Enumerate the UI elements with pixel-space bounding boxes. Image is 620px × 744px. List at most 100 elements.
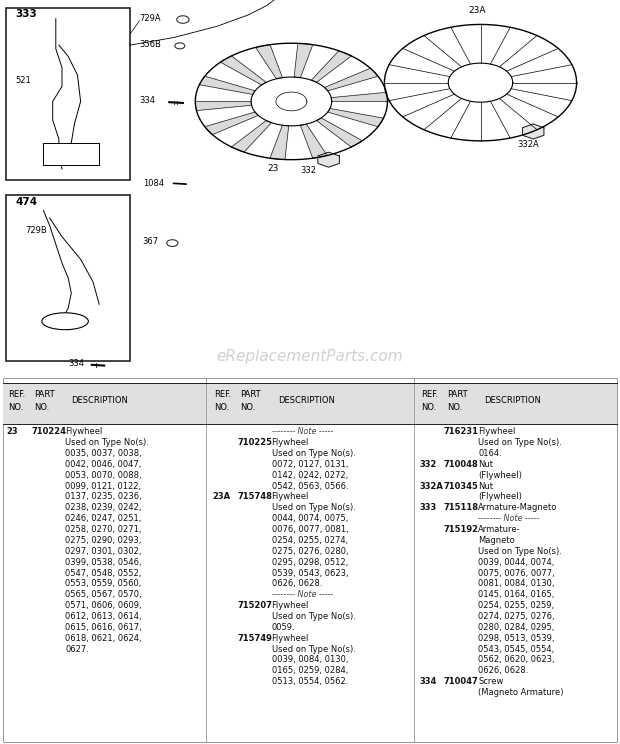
Text: 0053, 0070, 0088,: 0053, 0070, 0088,	[65, 471, 142, 480]
FancyBboxPatch shape	[3, 383, 617, 423]
Text: NO.: NO.	[447, 403, 463, 411]
Text: 332A: 332A	[419, 481, 443, 490]
Text: eReplacementParts.com: eReplacementParts.com	[216, 350, 404, 365]
Text: 0099, 0121, 0122,: 0099, 0121, 0122,	[65, 481, 141, 490]
Text: 729A: 729A	[140, 13, 161, 22]
Text: 1084: 1084	[143, 179, 164, 188]
Text: 0626, 0628.: 0626, 0628.	[272, 580, 322, 589]
Text: NO.: NO.	[215, 403, 230, 411]
Text: 0042, 0046, 0047,: 0042, 0046, 0047,	[65, 460, 141, 469]
Text: Used on Type No(s).: Used on Type No(s).	[272, 644, 355, 653]
Text: 474: 474	[16, 197, 38, 208]
Text: 716231: 716231	[444, 427, 479, 436]
Text: 332: 332	[419, 460, 436, 469]
Text: 0076, 0077, 0081,: 0076, 0077, 0081,	[272, 525, 348, 534]
Text: 0542, 0563, 0566.: 0542, 0563, 0566.	[272, 481, 348, 490]
Text: 0298, 0513, 0539,: 0298, 0513, 0539,	[478, 634, 554, 643]
Text: 0039, 0084, 0130,: 0039, 0084, 0130,	[272, 655, 348, 664]
Text: 0145, 0164, 0165,: 0145, 0164, 0165,	[478, 590, 554, 599]
Text: Used on Type No(s).: Used on Type No(s).	[272, 612, 355, 621]
Text: Magneto: Magneto	[478, 536, 515, 545]
Text: Armature-Magneto: Armature-Magneto	[478, 504, 557, 513]
Text: 332: 332	[301, 166, 317, 175]
Text: 23A: 23A	[468, 6, 485, 15]
Text: Armature-: Armature-	[478, 525, 521, 534]
Polygon shape	[294, 43, 312, 77]
Text: 521: 521	[16, 76, 31, 85]
Text: 715118: 715118	[444, 504, 479, 513]
FancyBboxPatch shape	[43, 143, 99, 165]
Polygon shape	[205, 112, 259, 135]
Text: 0627.: 0627.	[65, 644, 89, 653]
Text: 0280, 0284, 0295,: 0280, 0284, 0295,	[478, 623, 554, 632]
Text: 333: 333	[16, 10, 37, 19]
FancyBboxPatch shape	[6, 7, 130, 180]
FancyBboxPatch shape	[3, 377, 617, 743]
Text: 0246, 0247, 0251,: 0246, 0247, 0251,	[65, 514, 141, 523]
Text: 0547, 0548, 0552,: 0547, 0548, 0552,	[65, 568, 141, 577]
Text: 334: 334	[68, 359, 84, 368]
Text: Used on Type No(s).: Used on Type No(s).	[272, 449, 355, 458]
Polygon shape	[331, 92, 388, 101]
Text: 0399, 0538, 0546,: 0399, 0538, 0546,	[65, 558, 142, 567]
Text: Used on Type No(s).: Used on Type No(s).	[65, 438, 149, 447]
Text: DESCRIPTION: DESCRIPTION	[278, 396, 335, 405]
Text: 0075, 0076, 0077,: 0075, 0076, 0077,	[478, 568, 555, 577]
Text: 334: 334	[140, 96, 156, 106]
Polygon shape	[311, 51, 352, 83]
Text: 729B: 729B	[25, 226, 46, 235]
Text: (Magneto Armature): (Magneto Armature)	[478, 688, 564, 697]
Polygon shape	[255, 45, 283, 79]
Text: 715748: 715748	[237, 493, 272, 501]
Text: Used on Type No(s).: Used on Type No(s).	[478, 438, 562, 447]
Text: 0258, 0270, 0271,: 0258, 0270, 0271,	[65, 525, 141, 534]
Text: Flywheel: Flywheel	[478, 427, 515, 436]
Text: Flywheel: Flywheel	[272, 634, 309, 643]
Polygon shape	[328, 109, 383, 126]
Polygon shape	[324, 68, 378, 91]
Text: 0072, 0127, 0131,: 0072, 0127, 0131,	[272, 460, 348, 469]
Polygon shape	[195, 101, 252, 111]
Text: 0513, 0554, 0562.: 0513, 0554, 0562.	[272, 677, 348, 686]
Text: 710345: 710345	[444, 481, 479, 490]
Text: 0039, 0044, 0074,: 0039, 0044, 0074,	[478, 558, 554, 567]
Text: 0137, 0235, 0236,: 0137, 0235, 0236,	[65, 493, 142, 501]
Text: 0626, 0628.: 0626, 0628.	[478, 667, 528, 676]
Text: 23: 23	[6, 427, 18, 436]
Text: 0165, 0259, 0284,: 0165, 0259, 0284,	[272, 667, 348, 676]
Text: 0615, 0616, 0617,: 0615, 0616, 0617,	[65, 623, 142, 632]
Polygon shape	[523, 124, 544, 139]
Text: NO.: NO.	[34, 403, 50, 411]
Text: 0562, 0620, 0623,: 0562, 0620, 0623,	[478, 655, 555, 664]
Text: 715192: 715192	[444, 525, 479, 534]
Text: 710224: 710224	[31, 427, 66, 436]
Text: 0081, 0084, 0130,: 0081, 0084, 0130,	[478, 580, 554, 589]
Text: Flywheel: Flywheel	[272, 601, 309, 610]
Text: 332A: 332A	[518, 140, 539, 149]
Text: 0274, 0275, 0276,: 0274, 0275, 0276,	[478, 612, 555, 621]
Text: 356B: 356B	[140, 40, 161, 49]
Polygon shape	[300, 124, 327, 158]
Text: 0059.: 0059.	[272, 623, 295, 632]
FancyBboxPatch shape	[6, 196, 130, 361]
Text: REF.: REF.	[8, 390, 25, 399]
Text: Flywheel: Flywheel	[272, 493, 309, 501]
Text: REF.: REF.	[421, 390, 438, 399]
Text: 0539, 0543, 0623,: 0539, 0543, 0623,	[272, 568, 348, 577]
Text: PART: PART	[34, 390, 55, 399]
Text: 334: 334	[419, 677, 436, 686]
Text: 0612, 0613, 0614,: 0612, 0613, 0614,	[65, 612, 142, 621]
Text: 23A: 23A	[213, 493, 231, 501]
Text: 0275, 0290, 0293,: 0275, 0290, 0293,	[65, 536, 141, 545]
Polygon shape	[231, 121, 272, 152]
Text: 710047: 710047	[444, 677, 479, 686]
Text: 0164.: 0164.	[478, 449, 502, 458]
Text: Used on Type No(s).: Used on Type No(s).	[272, 504, 355, 513]
Text: 0238, 0239, 0242,: 0238, 0239, 0242,	[65, 504, 141, 513]
Text: 0565, 0567, 0570,: 0565, 0567, 0570,	[65, 590, 142, 599]
Text: (Flywheel): (Flywheel)	[478, 493, 522, 501]
Text: Nut: Nut	[478, 481, 493, 490]
Polygon shape	[221, 56, 266, 85]
Text: PART: PART	[447, 390, 467, 399]
Text: NO.: NO.	[241, 403, 256, 411]
